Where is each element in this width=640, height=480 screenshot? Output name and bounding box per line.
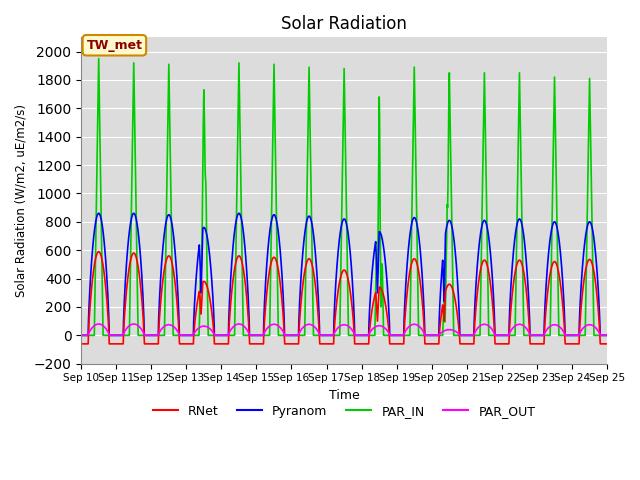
PAR_IN bbox=[279, 333, 287, 338]
PAR_OUT bbox=[77, 333, 85, 338]
Title: Solar Radiation: Solar Radiation bbox=[281, 15, 407, 33]
PAR_OUT bbox=[302, 323, 310, 328]
Pyranom bbox=[77, 333, 85, 338]
Pyranom bbox=[138, 265, 145, 271]
Pyranom bbox=[279, 289, 287, 295]
Pyranom bbox=[95, 210, 102, 216]
Line: PAR_OUT: PAR_OUT bbox=[81, 324, 607, 336]
PAR_OUT bbox=[603, 333, 611, 338]
PAR_IN bbox=[95, 56, 102, 61]
Pyranom bbox=[169, 225, 177, 230]
RNet bbox=[169, 262, 177, 268]
RNet bbox=[138, 290, 145, 296]
PAR_IN bbox=[138, 333, 145, 338]
Line: Pyranom: Pyranom bbox=[81, 213, 607, 336]
Y-axis label: Solar Radiation (W/m2, uE/m2/s): Solar Radiation (W/m2, uE/m2/s) bbox=[15, 104, 28, 297]
Pyranom bbox=[603, 333, 611, 338]
PAR_OUT bbox=[593, 326, 600, 332]
PAR_IN bbox=[169, 289, 177, 295]
Line: RNet: RNet bbox=[81, 252, 607, 344]
Pyranom bbox=[302, 224, 310, 229]
RNet bbox=[593, 291, 600, 297]
Legend: RNet, Pyranom, PAR_IN, PAR_OUT: RNet, Pyranom, PAR_IN, PAR_OUT bbox=[148, 400, 540, 423]
Text: TW_met: TW_met bbox=[86, 39, 143, 52]
PAR_OUT bbox=[138, 326, 145, 332]
PAR_IN bbox=[603, 333, 611, 338]
PAR_IN bbox=[302, 268, 310, 274]
RNet bbox=[302, 263, 310, 269]
PAR_OUT bbox=[279, 328, 287, 334]
RNet bbox=[279, 310, 287, 315]
PAR_IN bbox=[593, 333, 600, 338]
Line: PAR_IN: PAR_IN bbox=[81, 59, 607, 336]
RNet bbox=[536, 341, 544, 347]
PAR_OUT bbox=[95, 321, 102, 327]
Pyranom bbox=[593, 265, 600, 271]
PAR_IN bbox=[536, 333, 544, 338]
PAR_IN bbox=[77, 333, 85, 338]
RNet bbox=[95, 249, 102, 254]
X-axis label: Time: Time bbox=[329, 389, 360, 402]
RNet bbox=[77, 341, 85, 347]
PAR_OUT bbox=[169, 323, 177, 329]
Pyranom bbox=[536, 333, 544, 338]
RNet bbox=[603, 341, 611, 347]
PAR_OUT bbox=[536, 333, 544, 338]
